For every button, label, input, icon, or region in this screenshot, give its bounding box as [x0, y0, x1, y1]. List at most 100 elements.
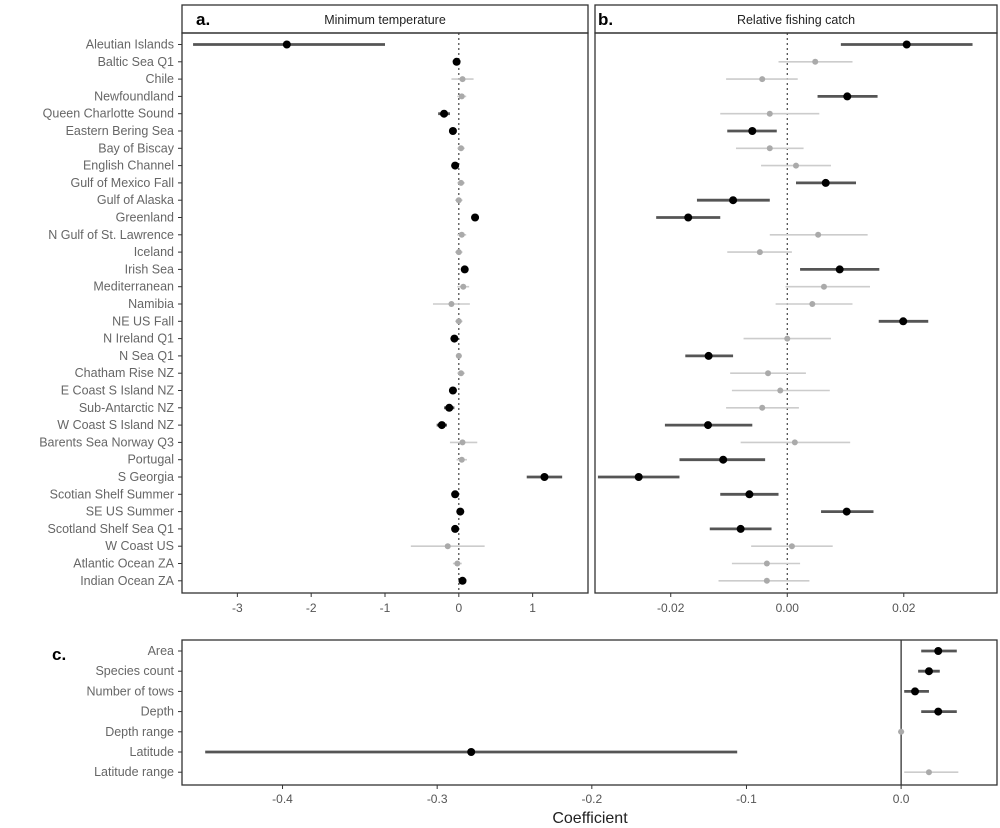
estimate-point: [451, 490, 460, 499]
x-tick-label: -0.4: [272, 792, 293, 806]
estimate-point: [899, 317, 908, 326]
estimate-point: [842, 507, 851, 516]
x-tick-label: -0.02: [657, 601, 685, 615]
estimate-point: [448, 127, 457, 135]
row-label: Number of tows: [86, 684, 174, 698]
panel-b-frame: [594, 32, 998, 594]
estimate-point: [925, 769, 932, 776]
panel-b-title: Relative fishing catch: [737, 13, 855, 27]
estimate-point: [745, 490, 754, 499]
x-tick-label: -0.1: [736, 792, 757, 806]
x-tick-label: 0.02: [892, 601, 916, 615]
estimate-point: [843, 92, 852, 101]
estimate-point: [719, 455, 728, 464]
row-label: Species count: [95, 664, 174, 678]
estimate-point: [793, 162, 799, 169]
estimate-point: [458, 145, 465, 152]
panel-a-frame: [181, 32, 589, 594]
estimate-point: [766, 110, 773, 117]
row-label: E Coast S Island NZ: [61, 384, 175, 398]
panel-a-title: Minimum temperature: [324, 13, 446, 27]
row-label: Namibia: [128, 297, 174, 311]
estimate-point: [784, 335, 791, 342]
estimate-point: [455, 249, 462, 256]
estimate-point: [437, 421, 446, 430]
row-label: Area: [148, 644, 174, 658]
row-label: Barents Sea Norway Q3: [39, 435, 174, 449]
estimate-point: [809, 301, 816, 307]
estimate-point: [282, 40, 291, 49]
row-label: SE US Summer: [86, 505, 174, 519]
estimate-point: [684, 213, 693, 222]
estimate-point: [759, 404, 766, 411]
estimate-point: [444, 543, 451, 550]
estimate-point: [766, 145, 773, 152]
row-label: English Channel: [83, 159, 174, 173]
estimate-point: [934, 707, 943, 716]
estimate-point: [934, 647, 943, 655]
row-label: Greenland: [116, 211, 174, 225]
estimate-point: [911, 687, 920, 696]
row-label: Depth: [141, 705, 174, 719]
row-label: Irish Sea: [125, 262, 174, 276]
estimate-point: [777, 387, 784, 394]
estimate-point: [736, 524, 745, 533]
row-label: N Ireland Q1: [103, 332, 174, 346]
estimate-point: [458, 93, 465, 100]
panel-c-frame: [181, 639, 998, 786]
row-label: Queen Charlotte Sound: [43, 107, 174, 121]
row-label: Sub-Antarctic NZ: [79, 401, 175, 415]
estimate-point: [455, 318, 462, 325]
row-label: Aleutian Islands: [86, 38, 174, 52]
estimate-point: [763, 577, 770, 584]
x-tick-label: -3: [232, 601, 243, 615]
estimate-point: [460, 265, 469, 274]
estimate-point: [704, 351, 713, 360]
row-label: Indian Ocean ZA: [80, 574, 174, 588]
estimate-point: [445, 403, 454, 412]
row-label: Scotian Shelf Summer: [50, 487, 174, 501]
estimate-point: [821, 178, 830, 187]
row-label: S Georgia: [118, 470, 174, 484]
estimate-point: [540, 473, 549, 481]
estimate-point: [902, 40, 911, 49]
estimate-point: [898, 728, 905, 735]
estimate-point: [451, 161, 460, 170]
x-tick-label: -1: [380, 601, 391, 615]
row-label: Iceland: [134, 245, 174, 259]
panel-c-letter: c.: [52, 645, 66, 664]
row-label: Latitude: [130, 745, 175, 759]
estimate-point: [458, 576, 467, 585]
estimate-point: [458, 370, 465, 377]
estimate-point: [763, 560, 770, 567]
estimate-point: [459, 439, 466, 446]
row-label: Chatham Rise NZ: [75, 366, 175, 380]
estimate-point: [748, 127, 757, 135]
estimate-point: [634, 473, 643, 481]
panel-a-strip: Minimum temperature a.: [181, 4, 589, 34]
x-tick-label: 0: [455, 601, 462, 615]
row-labels: Aleutian Islands Baltic Sea Q1 Chile Newfou…: [39, 38, 182, 779]
row-label: Bay of Biscay: [98, 141, 174, 155]
estimate-point: [835, 265, 844, 274]
row-label: Atlantic Ocean ZA: [73, 557, 174, 571]
row-label: Portugal: [127, 453, 174, 467]
row-label: NE US Fall: [112, 314, 174, 328]
x-tick-label: -2: [306, 601, 317, 615]
row-label: Gulf of Mexico Fall: [70, 176, 174, 190]
row-label: W Coast S Island NZ: [57, 418, 174, 432]
panel-b-letter: b.: [598, 10, 613, 29]
estimate-point: [452, 57, 461, 66]
estimate-point: [454, 560, 461, 567]
row-label: Mediterranean: [93, 280, 174, 294]
estimate-point: [759, 76, 766, 83]
row-label: Latitude range: [94, 765, 174, 779]
panel-b-plot: -0.02 0.00 0.02: [597, 33, 973, 615]
estimate-point: [459, 76, 466, 83]
estimate-point: [455, 197, 462, 204]
panel-a-letter: a.: [196, 10, 210, 29]
estimate-point: [450, 334, 459, 343]
estimate-point: [458, 456, 465, 463]
row-label: Baltic Sea Q1: [98, 55, 174, 69]
